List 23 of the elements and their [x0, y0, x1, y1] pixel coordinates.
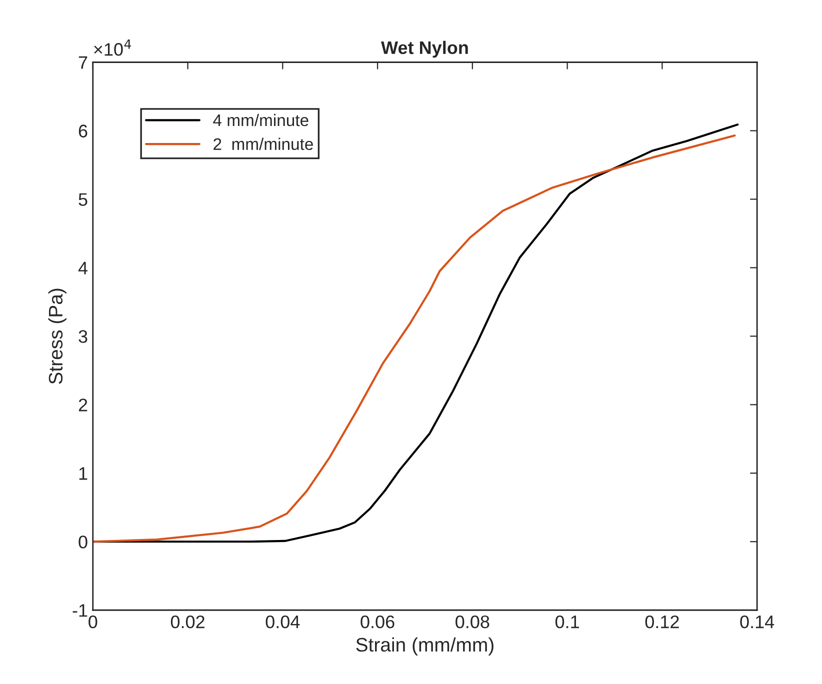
- y-tick-label: 7: [78, 56, 88, 69]
- x-tick-label: 0.04: [266, 615, 300, 628]
- y-tick-label: 5: [78, 193, 88, 206]
- x-tick-label: 0.12: [645, 615, 679, 628]
- x-tick-label: 0.08: [456, 615, 490, 628]
- x-tick-label: 0.1: [555, 615, 579, 628]
- y-tick-label: 3: [78, 330, 88, 343]
- legend-label: 2 mm/minute: [214, 138, 313, 150]
- x-tick-label: 0.14: [740, 615, 774, 628]
- y-tick-label: 2: [78, 398, 88, 412]
- x-tick-label: 0.06: [360, 615, 394, 628]
- y-axis-title: Stress (Pa): [48, 288, 66, 384]
- legend-label: 4 mm/minute: [213, 114, 308, 126]
- x-tick-label: 0.02: [170, 615, 204, 628]
- y-tick-label: 1: [79, 467, 88, 480]
- text: ×10$^{4}$: [94, 40, 132, 56]
- chart-title: Wet Nylon: [381, 40, 468, 58]
- x-axis-title: Strain (mm/mm): [356, 637, 494, 656]
- y-tick-label: -1: [72, 604, 88, 617]
- x-tick-label: 0: [88, 615, 98, 628]
- y-tick-label: 4: [78, 262, 88, 274]
- y-tick-label: 6: [78, 124, 88, 138]
- y-tick-label: 0: [78, 536, 88, 548]
